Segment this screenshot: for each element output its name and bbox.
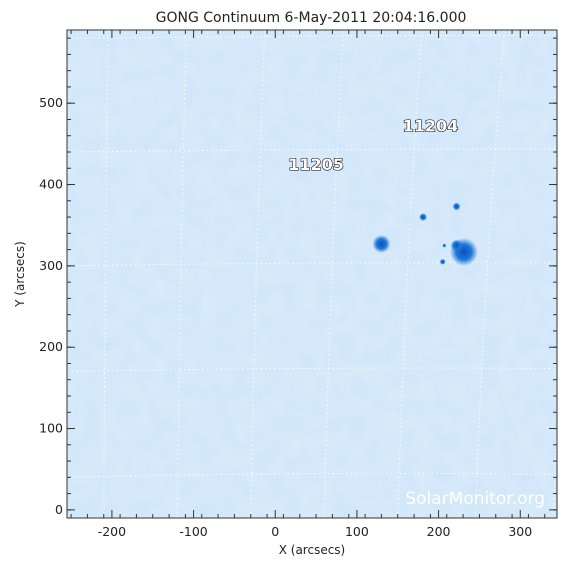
x-tick-label: 0 bbox=[271, 524, 279, 539]
active-region-label: 11204 bbox=[403, 117, 459, 136]
chart-title: GONG Continuum 6-May-2011 20:04:16.000 bbox=[156, 10, 467, 26]
x-tick-label: -100 bbox=[179, 524, 207, 539]
x-axis: -200 -100 0 100 200 300 bbox=[70, 30, 546, 539]
sunspot-group bbox=[372, 202, 478, 267]
grid-meridian bbox=[103, 30, 109, 518]
grid-meridian bbox=[176, 30, 187, 518]
granulation-texture bbox=[67, 30, 557, 518]
grid-meridian bbox=[250, 30, 266, 518]
y-axis-label: Y (arcsecs) bbox=[13, 241, 27, 308]
sunspot bbox=[452, 202, 461, 211]
y-tick-label: 400 bbox=[39, 177, 63, 192]
y-tick-label: 0 bbox=[55, 502, 63, 517]
sunspot bbox=[439, 258, 446, 265]
grid-meridian bbox=[397, 30, 423, 518]
sunspot bbox=[450, 239, 463, 252]
sunspot bbox=[442, 243, 447, 248]
solarmonitor-watermark: SolarMonitor.org bbox=[405, 489, 545, 509]
y-axis: 0 100 200 300 400 500 bbox=[39, 37, 557, 517]
x-axis-label: X (arcsecs) bbox=[279, 543, 346, 557]
region-labels: 11204 11205 bbox=[288, 116, 459, 174]
y-tick-label: 200 bbox=[39, 339, 63, 354]
grid-meridian bbox=[323, 30, 344, 518]
sunspot bbox=[419, 213, 428, 222]
y-tick-label: 500 bbox=[39, 95, 63, 110]
sunspot bbox=[372, 234, 391, 253]
plot-frame bbox=[66, 29, 558, 519]
active-region-label: 11205 bbox=[288, 155, 344, 174]
grid-meridian bbox=[474, 30, 505, 518]
y-tick-label: 300 bbox=[39, 258, 63, 273]
x-tick-label: 200 bbox=[427, 524, 451, 539]
x-tick-label: 100 bbox=[345, 524, 369, 539]
y-tick-label: 100 bbox=[39, 421, 63, 436]
x-tick-label: -200 bbox=[98, 524, 126, 539]
x-tick-label: 300 bbox=[508, 524, 532, 539]
heliographic-grid bbox=[67, 30, 557, 518]
